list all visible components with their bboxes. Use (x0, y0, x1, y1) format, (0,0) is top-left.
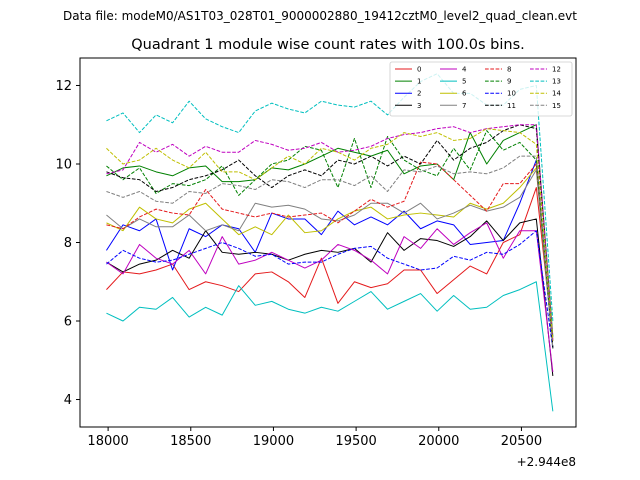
series-line-5 (106, 281, 554, 412)
legend-label-3: 3 (417, 102, 421, 110)
legend-label-13: 13 (552, 78, 561, 86)
legend-label-6: 6 (462, 90, 467, 98)
legend-label-11: 11 (507, 102, 516, 110)
x-tick-label: 20500 (501, 434, 542, 449)
y-tick-label: 6 (64, 315, 72, 330)
legend-label-7: 7 (462, 102, 466, 110)
figure-suptitle: Data file: modeM0/AS1T03_028T01_90000028… (63, 9, 577, 23)
x-tick-label: 19500 (335, 434, 376, 449)
series-line-11 (106, 124, 554, 349)
legend-label-15: 15 (552, 102, 561, 110)
legend-label-12: 12 (552, 66, 561, 74)
legend-label-4: 4 (462, 66, 467, 74)
y-tick-label: 4 (64, 393, 72, 408)
series-line-7 (106, 169, 554, 349)
legend-label-5: 5 (462, 78, 466, 86)
series-line-12 (106, 124, 554, 341)
series-line-1 (106, 124, 554, 337)
y-tick-label: 10 (55, 157, 72, 172)
legend-label-14: 14 (552, 90, 561, 98)
series-line-15 (106, 155, 554, 349)
legend-label-2: 2 (417, 90, 421, 98)
x-axis: 18000 18500 19000 19500 20000 20500 (87, 427, 542, 449)
series-line-6 (106, 167, 554, 349)
series-line-14 (106, 128, 554, 341)
x-offset-label: +2.944e8 (517, 455, 576, 469)
series-line-2 (106, 159, 554, 349)
plot-area (79, 57, 577, 428)
chart-title: Quadrant 1 module wise count rates with … (131, 37, 525, 53)
legend-label-9: 9 (507, 78, 511, 86)
series-line-0 (106, 187, 554, 341)
x-tick-label: 20000 (418, 434, 459, 449)
series-line-10 (106, 230, 554, 349)
legend-label-1: 1 (417, 78, 421, 86)
series-layer (106, 73, 554, 412)
legend-label-10: 10 (507, 90, 516, 98)
series-line-9 (106, 130, 554, 349)
legend-label-8: 8 (507, 66, 511, 74)
series-line-8 (106, 161, 554, 341)
x-tick-label: 18000 (87, 434, 128, 449)
y-tick-label: 12 (55, 79, 72, 94)
x-tick-label: 18500 (170, 434, 211, 449)
x-tick-label: 19000 (253, 434, 294, 449)
series-line-3 (106, 218, 554, 377)
y-axis: 4 6 8 10 12 (55, 79, 80, 408)
legend-label-0: 0 (417, 66, 421, 74)
y-tick-label: 8 (64, 236, 72, 251)
legend-box (389, 61, 573, 117)
